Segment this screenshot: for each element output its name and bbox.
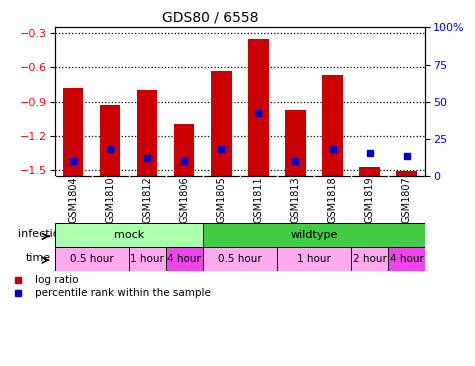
Text: GSM1819: GSM1819	[364, 176, 375, 223]
Text: mock: mock	[114, 230, 144, 240]
Text: GSM1805: GSM1805	[216, 176, 227, 223]
Bar	[388, 247, 425, 271]
Text: GSM1810: GSM1810	[105, 176, 115, 223]
Title: GDS80 / 6558: GDS80 / 6558	[162, 11, 258, 25]
Bar	[203, 247, 277, 271]
Text: GSM1806: GSM1806	[179, 176, 190, 223]
Text: 2 hour: 2 hour	[352, 254, 387, 264]
Text: time: time	[26, 253, 51, 263]
Bar	[174, 124, 194, 176]
Bar	[203, 223, 425, 247]
Text: wildtype: wildtype	[290, 230, 338, 240]
Text: GSM1813: GSM1813	[290, 176, 301, 223]
Bar	[248, 39, 268, 176]
Bar	[323, 75, 342, 176]
Bar	[100, 105, 120, 176]
Text: 0.5 hour: 0.5 hour	[70, 254, 114, 264]
Text: 4 hour: 4 hour	[167, 254, 201, 264]
Text: GSM1811: GSM1811	[253, 176, 264, 223]
Text: 1 hour: 1 hour	[130, 254, 164, 264]
Bar	[351, 247, 388, 271]
Text: GSM1818: GSM1818	[327, 176, 338, 223]
Text: log ratio: log ratio	[35, 275, 78, 285]
Text: infection: infection	[18, 229, 67, 239]
Text: percentile rank within the sample: percentile rank within the sample	[35, 288, 210, 298]
Text: GSM1804: GSM1804	[68, 176, 78, 223]
Text: 4 hour: 4 hour	[390, 254, 424, 264]
Text: GSM1807: GSM1807	[401, 176, 412, 223]
Bar	[63, 88, 83, 176]
Bar	[129, 247, 166, 271]
Bar	[277, 247, 351, 271]
Bar	[137, 90, 157, 176]
Text: 0.5 hour: 0.5 hour	[218, 254, 262, 264]
Bar	[285, 109, 305, 176]
Bar	[55, 223, 203, 247]
Bar	[360, 167, 380, 176]
Bar	[166, 247, 203, 271]
Text: GSM1812: GSM1812	[142, 176, 152, 223]
Bar	[55, 247, 129, 271]
Bar	[211, 71, 231, 176]
Bar	[397, 171, 417, 176]
Text: 1 hour: 1 hour	[297, 254, 331, 264]
